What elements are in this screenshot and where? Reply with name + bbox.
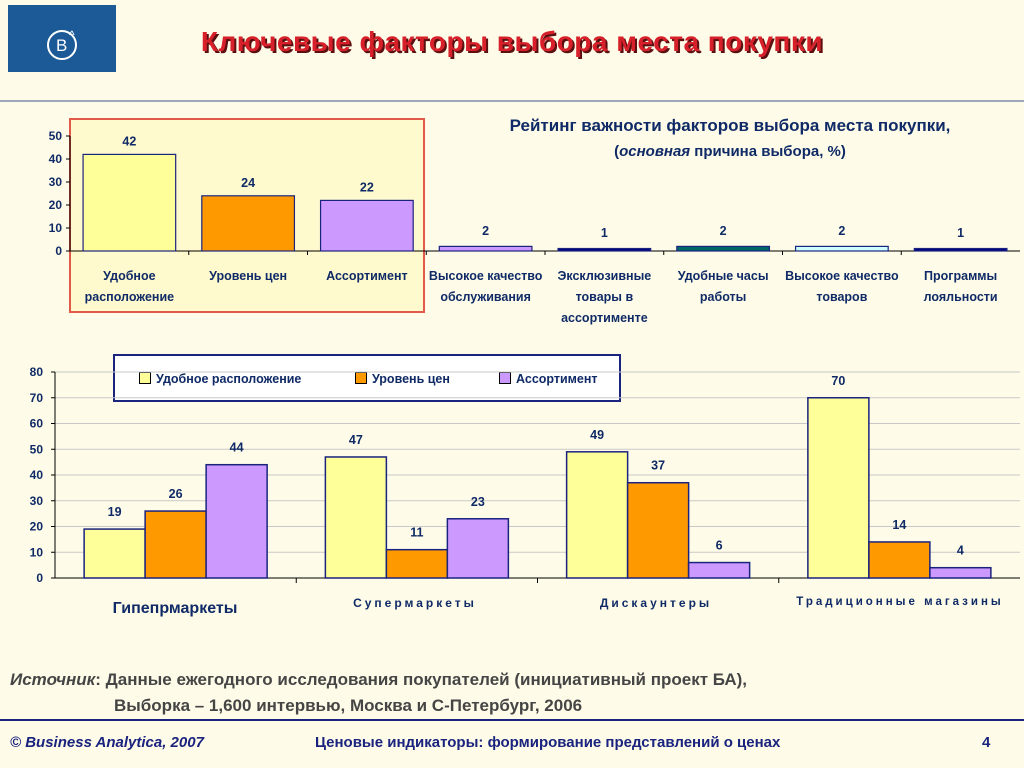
source-line-1: Источник: Данные ежегодного исследования… bbox=[10, 667, 747, 693]
chart1-bar bbox=[82, 153, 177, 252]
chart1-data-label: 24 bbox=[241, 176, 255, 190]
chart2: 0 10 20 30 40 50 60 70 80 19 26 44 47 11 23 49 37 6 70 14 4 bbox=[30, 365, 1020, 585]
footer-title: Ценовые индикаторы: формирование предста… bbox=[315, 734, 781, 751]
chart2-bar bbox=[687, 561, 751, 579]
chart1-category-label: Удобные часы работы bbox=[677, 269, 769, 304]
chart2-tick-label: 0 bbox=[36, 571, 43, 585]
group-label: Дискаунтеры bbox=[599, 596, 713, 610]
chart1-data-label: 42 bbox=[122, 134, 136, 148]
chart2-tick-label: 60 bbox=[30, 417, 44, 431]
chart1-subtitle: (основная причина выбора, %) bbox=[470, 143, 990, 160]
chart2-data-label: 14 bbox=[892, 518, 906, 532]
chart2-bar bbox=[446, 518, 510, 579]
chart1-category-label: Уровень цен bbox=[209, 269, 288, 283]
chart1-data-label: 2 bbox=[720, 224, 727, 238]
chart2-bar bbox=[324, 456, 388, 579]
chart1-bar bbox=[676, 245, 771, 252]
chart2-legend: Удобное расположение Уровень цен Ассорти… bbox=[113, 354, 621, 402]
source-line-2: Выборка – 1,600 интервью, Москва и С-Пет… bbox=[114, 696, 583, 715]
chart1-subtitle-open: ( bbox=[614, 143, 620, 160]
chart2-data-label: 4 bbox=[957, 544, 964, 558]
chart2-data-label: 47 bbox=[349, 433, 363, 447]
source-label: Источник bbox=[10, 670, 96, 689]
logo: B ^ bbox=[8, 5, 116, 72]
chart1-tick-label: 10 bbox=[49, 221, 63, 235]
chart2-tick-label: 30 bbox=[30, 494, 44, 508]
source-note: Источник: Данные ежегодного исследования… bbox=[10, 667, 747, 719]
page-title: Ключевые факторы выбора места покупки bbox=[200, 26, 824, 57]
chart1-category-label: Эксклюзивные товары в ассортименте bbox=[557, 269, 652, 325]
chart2-tick-label: 10 bbox=[30, 545, 44, 559]
chart2-bar bbox=[83, 528, 146, 579]
svg-text:^: ^ bbox=[69, 28, 75, 42]
page-number: 4 bbox=[982, 734, 991, 751]
logo-b-icon: B^ bbox=[47, 28, 77, 60]
chart2-tick-label: 50 bbox=[30, 442, 44, 456]
group-label: Традиционные магазины bbox=[796, 596, 1004, 608]
chart2-data-label: 6 bbox=[716, 539, 723, 553]
chart1-tick-label: 30 bbox=[49, 175, 63, 189]
chart1-data-label: 1 bbox=[957, 226, 964, 240]
footer-copyright: © Business Analytica, 2007 bbox=[10, 734, 204, 751]
legend-label: Удобное расположение bbox=[156, 372, 302, 386]
svg-text:B: B bbox=[56, 36, 67, 55]
footer-divider bbox=[0, 719, 1024, 721]
chart2-bar bbox=[868, 541, 931, 579]
chart1-bar bbox=[913, 247, 1008, 252]
source-text-1: : Данные ежегодного исследования покупат… bbox=[95, 670, 747, 689]
chart2-tick-label: 20 bbox=[30, 520, 44, 534]
group-label: Гипепрмаркеты bbox=[112, 600, 238, 617]
chart2-bar bbox=[144, 510, 207, 579]
chart2-bar bbox=[929, 566, 992, 579]
chart2-data-label: 37 bbox=[651, 459, 665, 473]
chart2-bar bbox=[807, 397, 870, 579]
chart2-tick-label: 70 bbox=[30, 391, 44, 405]
chart2-data-label: 70 bbox=[831, 374, 845, 388]
chart2-bar bbox=[385, 548, 449, 579]
chart2-data-label: 44 bbox=[230, 441, 244, 455]
chart1-data-label: 2 bbox=[838, 224, 845, 238]
chart1-data-label: 1 bbox=[601, 226, 608, 240]
chart1-tick-label: 0 bbox=[55, 244, 62, 258]
chart2-data-label: 26 bbox=[169, 487, 183, 501]
chart2-data-label: 11 bbox=[410, 526, 423, 540]
chart1-title: Рейтинг важности факторов выбора места п… bbox=[509, 116, 951, 135]
chart1-bar bbox=[557, 247, 652, 252]
chart2-data-label: 19 bbox=[108, 505, 122, 519]
chart1-data-label: 22 bbox=[360, 180, 374, 194]
header-divider bbox=[0, 100, 1024, 102]
chart2-tick-label: 40 bbox=[30, 468, 44, 482]
chart2-data-label: 49 bbox=[590, 428, 604, 442]
chart1-bar bbox=[201, 195, 296, 252]
chart1-tick-label: 20 bbox=[49, 198, 63, 212]
legend-item: Удобное расположение bbox=[139, 372, 301, 386]
chart1-category-label: Удобное расположение bbox=[84, 269, 175, 304]
chart1-category-label: Высокое качество обслуживания bbox=[428, 269, 543, 304]
chart2-tick-label: 80 bbox=[30, 365, 44, 379]
legend-item: Ассортимент bbox=[499, 372, 598, 386]
chart1-category-label: Ассортимент bbox=[326, 269, 408, 283]
chart1-bar bbox=[319, 199, 414, 252]
chart1-category-label: Программы лояльности bbox=[923, 269, 998, 304]
legend-label: Уровень цен bbox=[372, 372, 450, 386]
chart2-bar bbox=[626, 481, 690, 579]
legend-label: Ассортимент bbox=[516, 372, 598, 386]
chart1-tick-label: 50 bbox=[49, 129, 63, 143]
chart1-subtitle-italic: основная bbox=[619, 143, 691, 160]
chart1-category-label: Высокое качество товаров bbox=[785, 269, 899, 304]
chart1-subtitle-rest: причина выбора, %) bbox=[690, 143, 846, 160]
chart1-data-label: 2 bbox=[482, 224, 489, 238]
chart2-data-label: 23 bbox=[471, 495, 485, 509]
chart2-bar bbox=[565, 451, 629, 579]
chart1-tick-label: 40 bbox=[49, 152, 63, 166]
chart1-bar bbox=[438, 245, 533, 252]
legend-item: Уровень цен bbox=[355, 372, 450, 386]
chart1-bar bbox=[794, 245, 889, 252]
group-label: Супермаркеты bbox=[353, 596, 477, 610]
chart2-bar bbox=[205, 463, 268, 579]
